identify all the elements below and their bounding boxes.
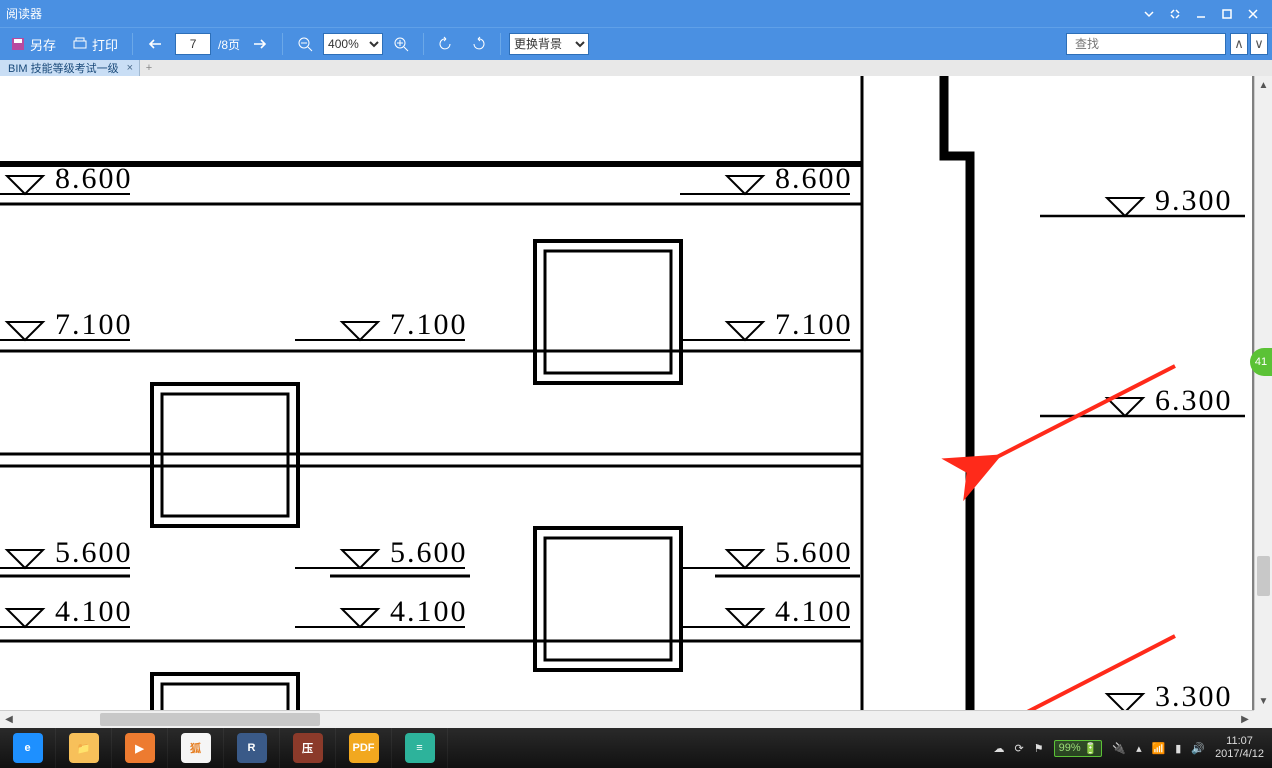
taskbar-app[interactable]: ≡ [392,728,448,768]
tray-chevron-icon[interactable]: ▴ [1136,742,1142,755]
svg-text:4.100: 4.100 [775,595,853,628]
battery-indicator[interactable]: 99%🔋 [1054,740,1103,757]
taskbar-explorer[interactable]: 📁 [56,728,112,768]
horizontal-scroll-thumb[interactable] [100,713,320,726]
page-number-input[interactable] [175,33,211,55]
separator [500,33,501,55]
svg-text:5.600: 5.600 [390,536,468,569]
svg-text:4.100: 4.100 [55,595,133,628]
svg-text:9.300: 9.300 [1155,184,1233,217]
separator [282,33,283,55]
fullscreen-icon[interactable] [1162,4,1188,24]
clock-date: 2017/4/12 [1215,748,1264,761]
background-select[interactable]: 更换背景 [509,33,589,55]
pdf-page: 8.600 7.100 5.600 4.100 7.100 5.600 4.100 8.600… [0,76,1252,712]
taskbar-clock[interactable]: 11:07 2017/4/12 [1215,735,1264,761]
close-icon[interactable] [1240,4,1266,24]
page-total: /8页 [218,36,240,53]
save-icon [10,36,26,52]
svg-text:5.600: 5.600 [55,536,133,569]
svg-text:7.100: 7.100 [390,308,468,341]
new-tab-button[interactable]: + [140,60,158,76]
svg-text:6.300: 6.300 [1155,384,1233,417]
system-tray: ☁ ⟳ ⚑ 99%🔋 🔌 ▴ 📶 ▮ 🔊 11:07 2017/4/12 [986,735,1272,761]
tray-flag-icon[interactable]: ⚑ [1034,742,1044,755]
maximize-icon[interactable] [1214,4,1240,24]
taskbar-revit[interactable]: R [224,728,280,768]
taskbar-archive[interactable]: 压 [280,728,336,768]
search-prev-button[interactable]: ∧ [1230,33,1248,55]
scroll-left-icon[interactable]: ◀ [0,711,18,728]
minimize-icon[interactable] [1188,4,1214,24]
tray-power-icon[interactable]: 🔌 [1112,742,1126,755]
taskbar-media[interactable]: ▶ [112,728,168,768]
zoom-out-button[interactable] [291,34,319,54]
svg-text:3.300: 3.300 [1155,680,1233,712]
tray-volume-icon[interactable]: 🔊 [1191,742,1205,755]
taskbar-browser[interactable]: 狐 [168,728,224,768]
windows-taskbar: e 📁 ▶ 狐 R 压 PDF ≡ ☁ ⟳ ⚑ 99%🔋 🔌 ▴ 📶 ▮ 🔊 1… [0,728,1272,768]
tab-bar: BIM 技能等级考试一级正 × + [0,60,1272,76]
svg-text:8.600: 8.600 [775,162,853,195]
scroll-down-icon[interactable]: ▼ [1255,692,1272,710]
save-button[interactable]: 另存 [4,33,62,56]
tab-label: BIM 技能等级考试一级正 [8,60,119,76]
tray-cloud-icon[interactable]: ☁ [994,742,1005,755]
taskbar-pdf[interactable]: PDF [336,728,392,768]
print-button[interactable]: 打印 [66,33,124,56]
scroll-up-icon[interactable]: ▲ [1255,76,1272,94]
search-box[interactable] [1066,33,1226,55]
vertical-scrollbar[interactable]: ▲ ▼ [1254,76,1272,710]
tray-sync-icon[interactable]: ⟳ [1015,742,1024,755]
rotate-right-button[interactable] [464,34,492,54]
document-tab[interactable]: BIM 技能等级考试一级正 × [0,60,140,76]
close-tab-icon[interactable]: × [127,62,133,74]
print-icon [72,36,88,52]
svg-text:7.100: 7.100 [55,308,133,341]
next-page-button[interactable] [244,35,274,53]
zoom-in-button[interactable] [387,34,415,54]
scroll-right-icon[interactable]: ▶ [1236,711,1254,728]
svg-text:5.600: 5.600 [775,536,853,569]
clock-time: 11:07 [1215,735,1264,748]
zoom-select[interactable]: 400% [323,33,383,55]
save-label: 另存 [30,35,56,54]
document-viewport: 8.600 7.100 5.600 4.100 7.100 5.600 4.100 8.600… [0,76,1272,728]
taskbar-ie[interactable]: e [0,728,56,768]
side-badge[interactable]: 41 [1250,348,1272,376]
tray-network-icon[interactable]: 📶 [1152,742,1166,755]
svg-text:4.100: 4.100 [390,595,468,628]
svg-text:8.600: 8.600 [55,162,133,195]
separator [423,33,424,55]
vertical-scroll-thumb[interactable] [1257,556,1270,596]
tray-signal-icon[interactable]: ▮ [1175,742,1181,755]
toolbar: 另存 打印 /8页 400% 更换背景 ∧ ∨ [0,27,1272,60]
dropdown-icon[interactable] [1136,4,1162,24]
rotate-left-button[interactable] [432,34,460,54]
app-title: 阅读器 [6,5,1136,22]
svg-text:7.100: 7.100 [775,308,853,341]
search-input[interactable] [1075,37,1230,51]
separator [132,33,133,55]
titlebar: 阅读器 [0,0,1272,27]
prev-page-button[interactable] [141,35,171,53]
scrollbar-corner [1254,710,1272,728]
print-label: 打印 [92,35,118,54]
horizontal-scrollbar[interactable]: ◀ ▶ [0,710,1254,728]
search-next-button[interactable]: ∨ [1250,33,1268,55]
